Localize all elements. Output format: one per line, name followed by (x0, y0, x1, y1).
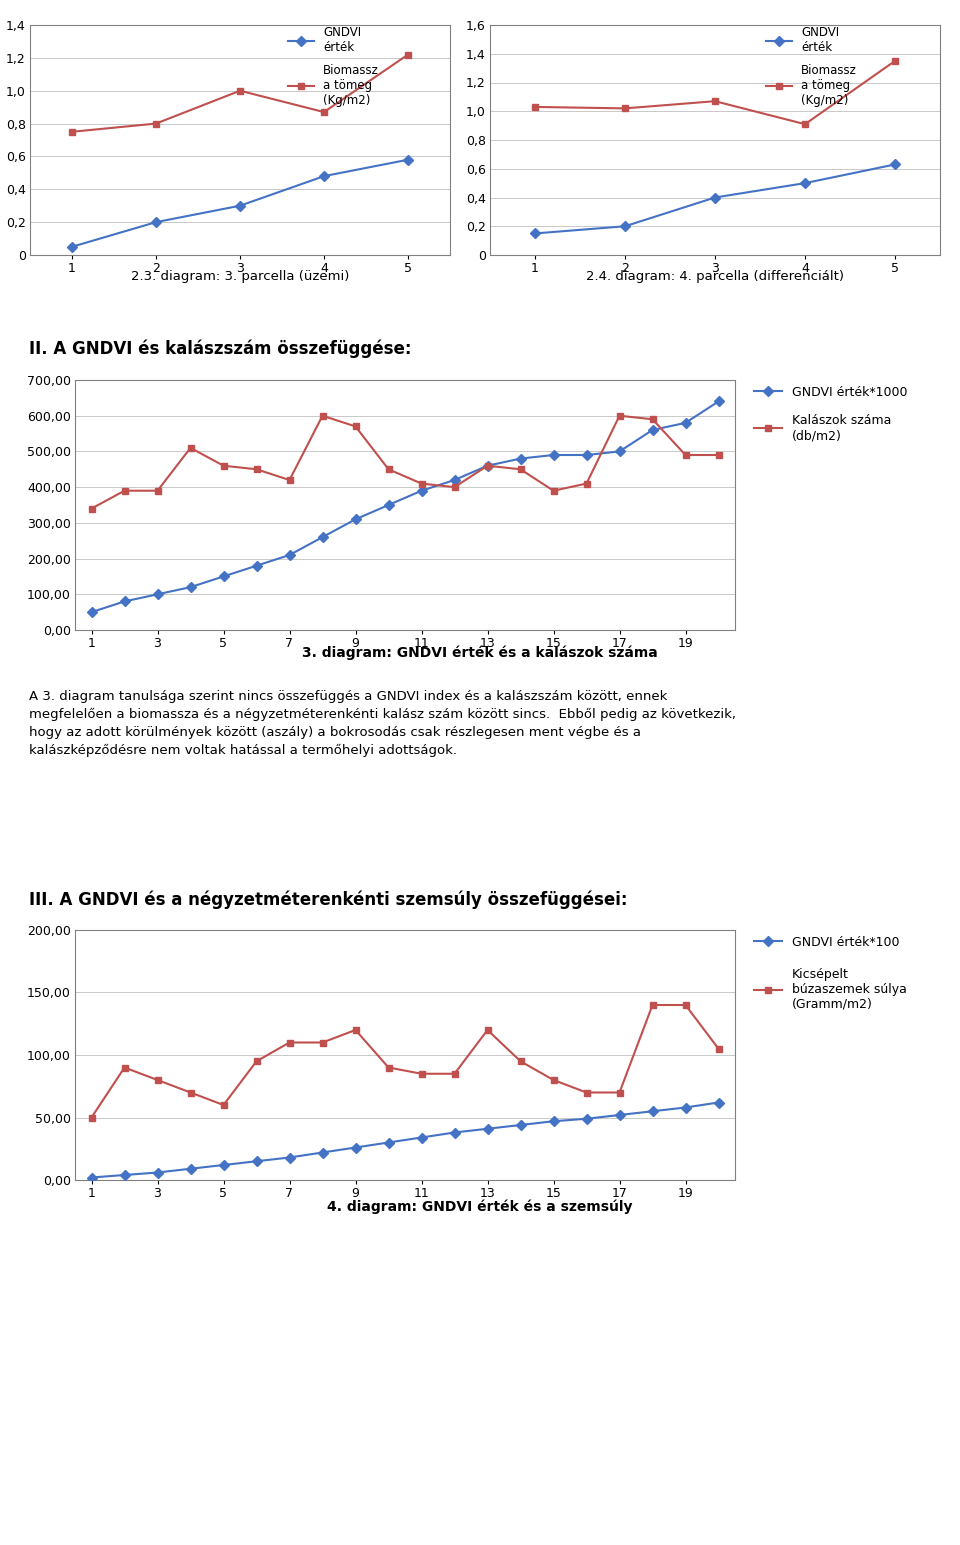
Text: 2.4. diagram: 4. parcella (differenciált): 2.4. diagram: 4. parcella (differenciált… (586, 270, 844, 283)
Legend: GNDVI
érték, Biomassz
a tömeg
(Kg/m2): GNDVI érték, Biomassz a tömeg (Kg/m2) (766, 26, 857, 107)
Legend: GNDVI érték*1000, Kalászok száma
(db/m2): GNDVI érték*1000, Kalászok száma (db/m2) (755, 386, 907, 442)
Text: III. A GNDVI és a négyzetméterenkénti szemsúly összefüggései:: III. A GNDVI és a négyzetméterenkénti sz… (29, 890, 627, 908)
Text: II. A GNDVI és kalászszám összefüggése:: II. A GNDVI és kalászszám összefüggése: (29, 340, 411, 358)
Text: A 3. diagram tanulsága szerint nincs összefüggés a GNDVI index és a kalászszám k: A 3. diagram tanulsága szerint nincs öss… (29, 691, 735, 757)
Text: 4. diagram: GNDVI érték és a szemsúly: 4. diagram: GNDVI érték és a szemsúly (327, 1200, 633, 1214)
Legend: GNDVI érték*100, Kicsépelt
búzaszemek súlya
(Gramm/m2): GNDVI érték*100, Kicsépelt búzaszemek sú… (755, 936, 907, 1010)
Text: 2.3. diagram: 3. parcella (üzemi): 2.3. diagram: 3. parcella (üzemi) (131, 270, 349, 283)
Text: 3. diagram: GNDVI érték és a kalászok száma: 3. diagram: GNDVI érték és a kalászok sz… (302, 644, 658, 660)
Legend: GNDVI
érték, Biomassz
a tömeg
(Kg/m2): GNDVI érték, Biomassz a tömeg (Kg/m2) (288, 26, 379, 107)
